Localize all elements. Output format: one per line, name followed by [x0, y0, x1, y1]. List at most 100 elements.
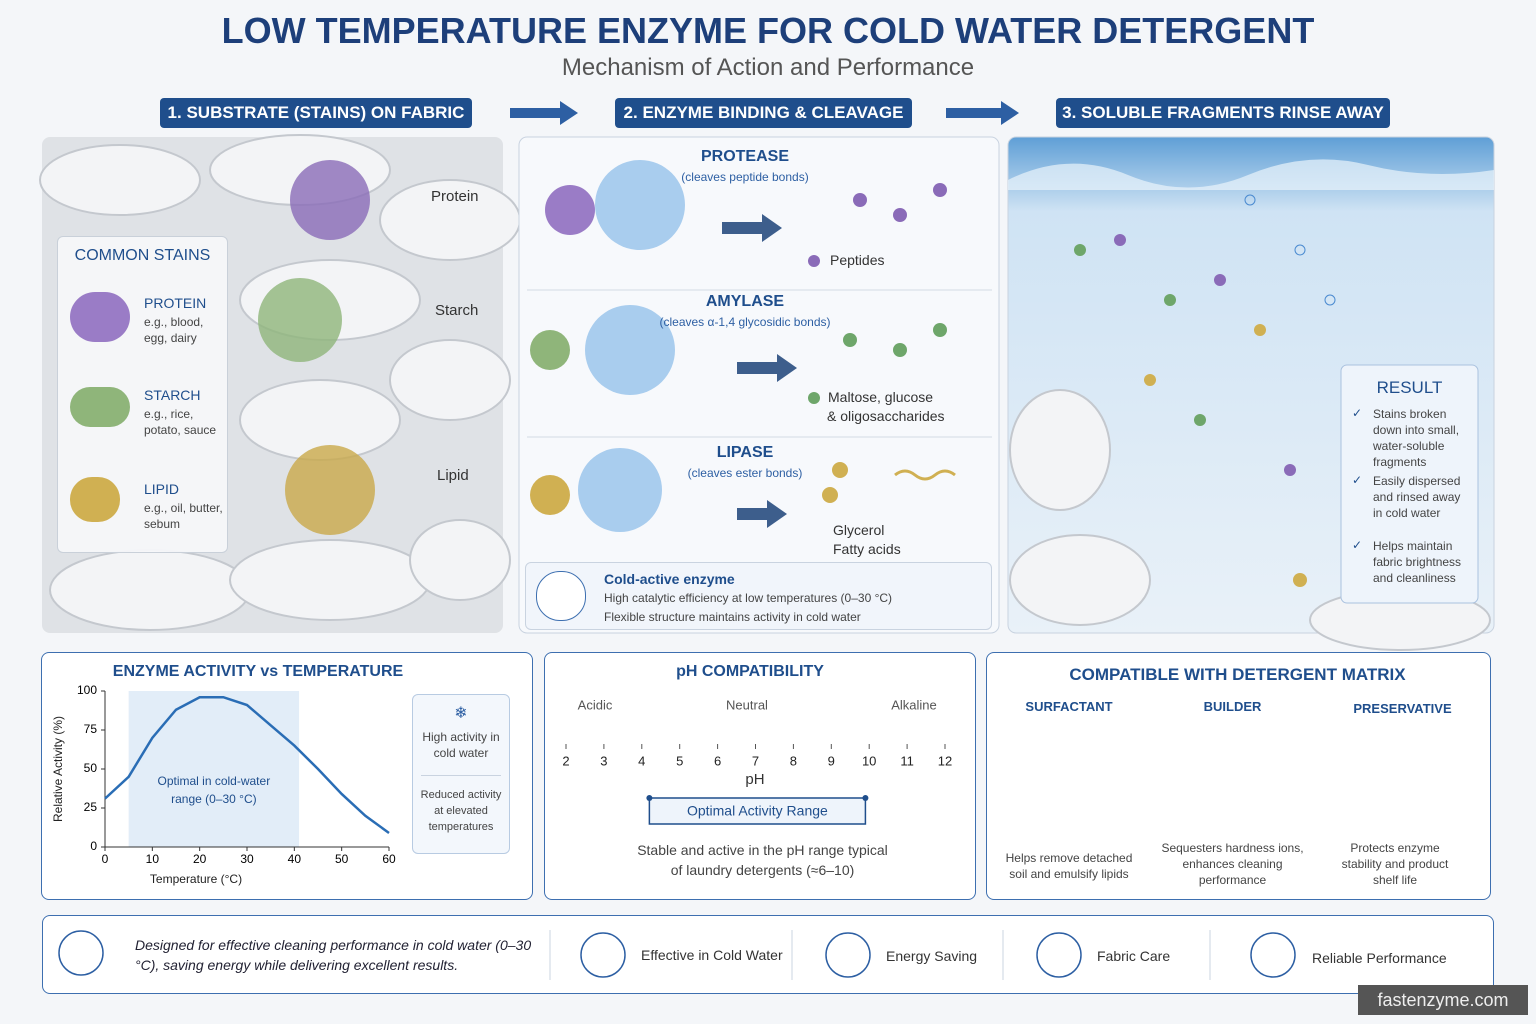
stain-label: Starch: [435, 302, 479, 319]
x-tick-label: 40: [288, 852, 302, 866]
ph-tick-label: 8: [790, 753, 797, 768]
x-tick-label: 60: [382, 852, 396, 866]
fabric-fibers-clean: [1009, 389, 1491, 651]
y-axis-label: Relative Activity (%): [51, 716, 65, 822]
ph-tick-label: 6: [714, 753, 721, 768]
cold-active-box: Cold-active enzyme High catalytic effici…: [525, 562, 992, 630]
cold-title: Cold-active enzyme: [604, 571, 735, 587]
stain-label: Lipid: [437, 467, 469, 484]
enzyme-name: PROTEASE: [700, 148, 789, 165]
result-item: Easily dispersed and rinsed away in cold…: [1373, 474, 1461, 520]
optimal-range: [648, 797, 867, 825]
y-tick-label: 0: [90, 839, 97, 853]
feature-icons: [58, 930, 1296, 978]
enzyme-action: (cleaves α-1,4 glycosidic bonds): [659, 315, 831, 329]
step-badge: 2. ENZYME BINDING & CLEAVAGE: [615, 98, 912, 128]
stain-examples: e.g., blood, egg, dairy: [144, 315, 204, 345]
ph-tick-label: 9: [828, 753, 835, 768]
protein-icon: [70, 292, 130, 342]
enzyme-name: LIPASE: [716, 444, 774, 461]
ph-scale: pH COMPATIBILITY Acidic Neutral Alkaline…: [562, 663, 952, 825]
y-tick-label: 75: [84, 722, 98, 736]
ph-tick-label: 12: [938, 753, 952, 768]
box-title: COMMON STAINS: [74, 247, 211, 264]
wave: [1008, 159, 1494, 190]
matrix-item: PRESERVATIVE: [1353, 701, 1452, 716]
starch-icon: [70, 387, 130, 427]
bracket-end: [646, 795, 653, 801]
subtitle: Mechanism of Action and Performance: [561, 54, 975, 81]
y-tick-label: 100: [77, 683, 97, 697]
chart-title: ENZYME ACTIVITY vs TEMPERATURE: [113, 663, 404, 680]
ph-tick-label: 10: [862, 753, 876, 768]
enzyme-action: (cleaves ester bonds): [687, 466, 803, 480]
enzyme-shapes: [530, 160, 956, 532]
ph-tick-label: 5: [676, 753, 683, 768]
footer-dividers: [549, 930, 1211, 980]
ph-tick-label: 11: [900, 753, 914, 768]
common-stains-box: COMMON STAINS PROTEIN e.g., blood, egg, …: [57, 236, 228, 553]
stain-molecules: [258, 160, 375, 535]
product: Peptides: [830, 252, 885, 268]
ph-tick-label: 7: [752, 753, 759, 768]
result-item: Stains broken down into small, water-sol…: [1373, 407, 1460, 469]
bracket-end: [862, 795, 869, 801]
ph-zone: Acidic: [578, 697, 613, 712]
check: ✓: [1352, 406, 1363, 420]
matrix-desc: Sequesters hardness ions, enhances clean…: [1161, 841, 1304, 887]
divider: [421, 775, 501, 776]
product: Glycerol: [833, 522, 885, 538]
x-tick-label: 20: [193, 852, 207, 866]
fabric-fibers: [39, 134, 521, 631]
matrix-box: [986, 652, 1491, 900]
snowflake: ❄: [454, 705, 468, 722]
chart-notes: ❄ High activity in cold water Reduced ac…: [412, 694, 510, 854]
ph-box: [544, 652, 976, 900]
feature: Fabric Care: [1097, 948, 1171, 964]
x-tick-label: 0: [102, 852, 109, 866]
footer-statement: Designed for effective cleaning performa…: [135, 937, 532, 973]
optimal-label: Optimal Activity Range: [687, 803, 828, 819]
arrows: [510, 101, 1019, 125]
fragments: [1074, 194, 1336, 587]
enzyme-name: AMYLASE: [705, 293, 785, 310]
annotation-wrap: Optimal in cold-water range (0–30 °C): [157, 774, 271, 806]
result-item: Helps maintain fabric brightness and cle…: [1373, 539, 1462, 585]
ph-zone: Alkaline: [891, 697, 937, 712]
matrix-item: SURFACTANT: [1025, 699, 1113, 714]
step-badge: 1. SUBSTRATE (STAINS) ON FABRIC: [160, 98, 472, 128]
ph-note: Stable and active in the pH range typica…: [637, 842, 888, 878]
annotation: Optimal in cold-water range (0–30 °C): [157, 774, 271, 806]
stain-name: PROTEIN: [144, 295, 207, 311]
chart: ENZYME ACTIVITY vs TEMPERATURE Temperatu…: [51, 663, 404, 886]
ph-axis-label: pH: [745, 771, 764, 788]
stain-label: Protein: [431, 188, 479, 205]
note: High activity in cold water: [422, 730, 500, 760]
x-tick-label: 50: [335, 852, 349, 866]
y-tick-label: 50: [84, 761, 98, 775]
title: LOW TEMPERATURE ENZYME FOR COLD WATER DE…: [221, 10, 1315, 51]
check: ✓: [1352, 473, 1363, 487]
stain-name: STARCH: [144, 387, 201, 403]
ph-tick-label: 3: [600, 753, 607, 768]
stain-examples: e.g., oil, butter, sebum: [144, 501, 223, 531]
snowflake-icon: [536, 571, 586, 621]
product: Maltose, glucose: [828, 389, 934, 405]
cold-line: High catalytic efficiency at low tempera…: [604, 591, 893, 605]
lipid-icon: [70, 477, 120, 522]
shaded-range: [128, 691, 300, 847]
x-axis-label: Temperature (°C): [150, 872, 242, 886]
matrix-desc: Protects enzyme stability and product sh…: [1341, 841, 1449, 887]
watermark: fastenzyme.com: [1358, 985, 1528, 1015]
ph-tick-label: 4: [638, 753, 645, 768]
product: & oligosaccharides: [827, 408, 945, 424]
check: ✓: [1352, 538, 1363, 552]
result-box: [1340, 364, 1479, 604]
x-tick-label: 30: [240, 852, 254, 866]
feature: Effective in Cold Water: [641, 947, 783, 963]
enzyme-action: (cleaves peptide bonds): [681, 170, 809, 184]
matrix-item: BUILDER: [1203, 699, 1262, 714]
x-tick-label: 10: [146, 852, 160, 866]
stain-name: LIPID: [144, 481, 180, 497]
